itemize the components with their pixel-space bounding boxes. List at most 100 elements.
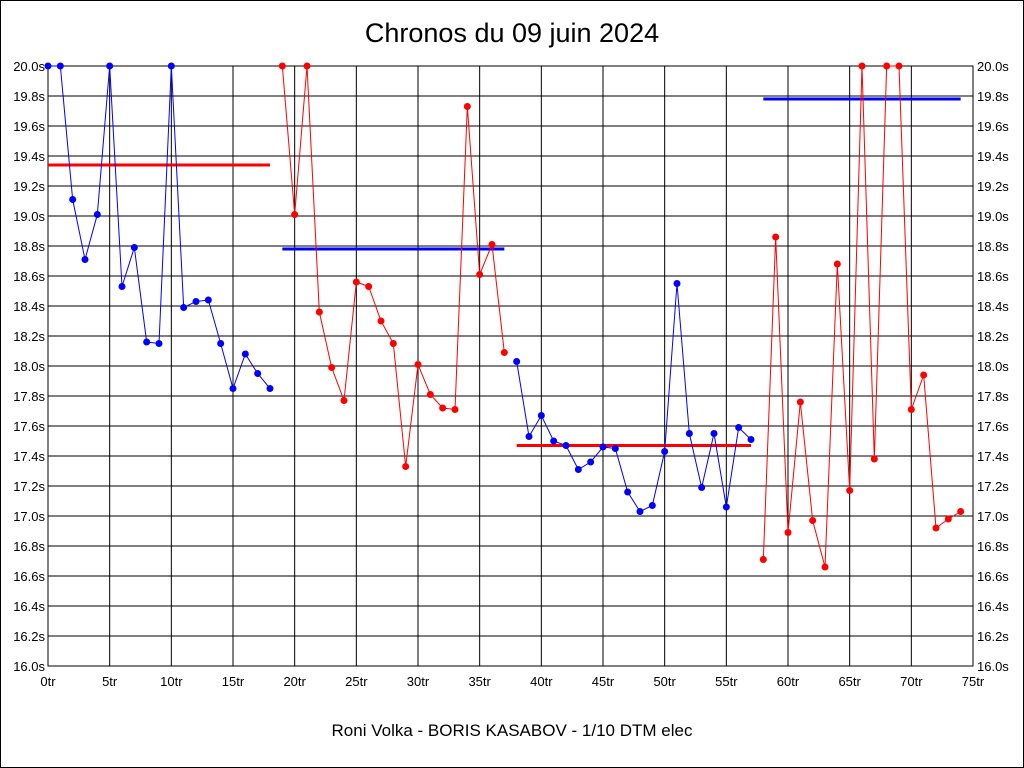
- data-point: [352, 278, 360, 286]
- x-tick-label: 5tr: [102, 674, 118, 689]
- y-tick-label-right: 20.0s: [977, 59, 1009, 74]
- x-tick-label: 55tr: [715, 674, 738, 689]
- y-tick-label-left: 16.0s: [13, 659, 45, 674]
- data-point: [944, 515, 952, 523]
- data-point: [550, 437, 558, 445]
- data-point: [340, 397, 348, 404]
- data-point: [217, 340, 225, 347]
- data-point: [907, 406, 915, 413]
- y-tick-label-right: 18.4s: [977, 299, 1009, 314]
- y-tick-label-left: 16.2s: [13, 629, 45, 644]
- data-point: [402, 463, 410, 470]
- data-point: [883, 62, 891, 70]
- data-point: [525, 433, 533, 440]
- data-point: [229, 385, 237, 392]
- y-tick-label-right: 16.8s: [977, 539, 1009, 554]
- data-point: [291, 211, 299, 218]
- x-tick-label: 0tr: [40, 674, 56, 689]
- y-tick-label-right: 17.8s: [977, 389, 1009, 404]
- x-tick-label: 75tr: [962, 674, 985, 689]
- x-tick-label: 25tr: [345, 674, 368, 689]
- y-tick-label-right: 16.2s: [977, 629, 1009, 644]
- data-point: [685, 430, 693, 437]
- x-axis-label: Roni Volka - BORIS KASABOV - 1/10 DTM el…: [331, 721, 693, 740]
- data-point: [254, 370, 262, 377]
- y-tick-label-right: 19.8s: [977, 89, 1009, 104]
- y-tick-label-right: 16.0s: [977, 659, 1009, 674]
- data-point: [451, 406, 459, 413]
- y-tick-label-left: 19.8s: [13, 89, 45, 104]
- y-tick-label-left: 18.4s: [13, 299, 45, 314]
- data-point: [241, 350, 249, 358]
- data-point: [661, 448, 669, 455]
- data-point: [920, 371, 928, 379]
- data-point: [476, 271, 484, 278]
- data-point: [44, 62, 52, 70]
- data-point: [747, 436, 755, 443]
- data-point: [389, 340, 397, 347]
- x-tick-label: 65tr: [838, 674, 861, 689]
- data-point: [587, 458, 595, 466]
- data-point: [439, 404, 447, 412]
- data-point: [562, 442, 570, 449]
- y-tick-label-right: 19.6s: [977, 119, 1009, 134]
- series-line-run-3: [516, 283, 752, 513]
- data-point: [365, 283, 373, 290]
- y-tick-label-right: 19.4s: [977, 149, 1009, 164]
- data-point: [81, 256, 89, 263]
- x-tick-label: 15tr: [222, 674, 245, 689]
- y-tick-label-left: 17.6s: [13, 419, 45, 434]
- y-tick-label-right: 17.0s: [977, 509, 1009, 524]
- data-point: [106, 62, 114, 70]
- data-point: [204, 296, 212, 304]
- data-point: [500, 349, 508, 356]
- data-point: [698, 484, 706, 491]
- y-tick-label-left: 17.0s: [13, 509, 45, 524]
- data-point: [846, 487, 854, 494]
- data-point: [513, 358, 521, 365]
- data-point: [574, 466, 582, 473]
- data-point: [56, 62, 64, 70]
- data-point: [735, 424, 743, 431]
- y-tick-label-left: 16.8s: [13, 539, 45, 554]
- y-tick-label-left: 16.4s: [13, 599, 45, 614]
- data-point: [821, 563, 829, 571]
- data-point: [599, 443, 607, 451]
- data-point: [69, 196, 77, 203]
- y-tick-label-right: 16.6s: [977, 569, 1009, 584]
- data-point: [266, 385, 274, 392]
- data-point: [636, 508, 644, 515]
- y-tick-label-left: 18.6s: [13, 269, 45, 284]
- y-tick-label-right: 19.0s: [977, 209, 1009, 224]
- y-tick-label-right: 17.2s: [977, 479, 1009, 494]
- y-tick-label-left: 18.0s: [13, 359, 45, 374]
- y-tick-label-left: 19.6s: [13, 119, 45, 134]
- chart-title: Chronos du 09 juin 2024: [364, 18, 660, 48]
- y-tick-label-left: 19.4s: [13, 149, 45, 164]
- data-point: [833, 260, 841, 268]
- data-point: [624, 488, 632, 496]
- y-tick-label-left: 17.2s: [13, 479, 45, 494]
- y-tick-label-left: 20.0s: [13, 59, 45, 74]
- x-tick-label: 10tr: [160, 674, 183, 689]
- x-tick-label: 40tr: [530, 674, 553, 689]
- y-tick-label-left: 19.0s: [13, 209, 45, 224]
- data-point: [759, 556, 767, 563]
- data-point: [414, 361, 422, 368]
- data-point: [895, 62, 903, 70]
- data-point: [303, 62, 311, 70]
- data-point: [377, 317, 385, 325]
- y-tick-label-right: 18.6s: [977, 269, 1009, 284]
- data-point: [673, 280, 681, 287]
- x-tick-label: 60tr: [777, 674, 800, 689]
- y-tick-label-left: 16.6s: [13, 569, 45, 584]
- data-point: [426, 391, 434, 398]
- data-point: [772, 233, 780, 241]
- data-point: [957, 508, 965, 515]
- data-point: [648, 502, 656, 509]
- data-point: [488, 241, 496, 248]
- data-point: [796, 398, 804, 406]
- y-tick-label-left: 17.8s: [13, 389, 45, 404]
- y-tick-label-right: 18.8s: [977, 239, 1009, 254]
- data-point: [722, 503, 730, 511]
